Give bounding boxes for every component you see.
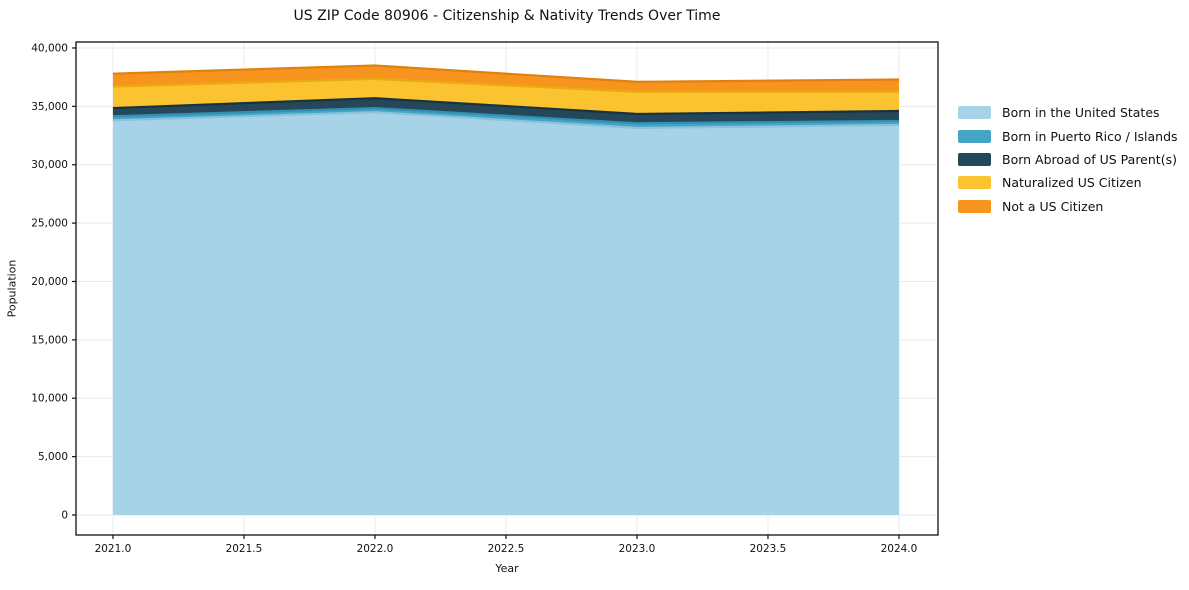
svg-text:10,000: 10,000	[31, 393, 68, 405]
legend-swatch-icon	[958, 129, 991, 143]
legend-label: Not a US Citizen	[1002, 198, 1104, 214]
legend-swatch-icon	[958, 199, 991, 213]
svg-text:2024.0: 2024.0	[881, 543, 918, 555]
svg-text:2023.0: 2023.0	[619, 543, 656, 555]
x-axis-label: Year	[495, 562, 519, 575]
legend-swatch-icon	[958, 152, 991, 166]
svg-text:25,000: 25,000	[31, 218, 68, 230]
svg-text:2022.0: 2022.0	[357, 543, 394, 555]
svg-text:2022.5: 2022.5	[488, 543, 525, 555]
svg-text:40,000: 40,000	[31, 42, 68, 54]
legend-swatch-icon	[958, 106, 991, 120]
svg-text:20,000: 20,000	[31, 276, 68, 288]
legend-item: Born Abroad of US Parent(s)	[958, 148, 1178, 171]
svg-text:2023.5: 2023.5	[750, 543, 787, 555]
svg-text:0: 0	[61, 509, 68, 521]
svg-text:2021.5: 2021.5	[226, 543, 263, 555]
legend-item: Naturalized US Citizen	[958, 171, 1178, 194]
svg-text:35,000: 35,000	[31, 101, 68, 113]
legend-label: Born Abroad of US Parent(s)	[1002, 151, 1177, 167]
y-axis-label: Population	[5, 259, 19, 318]
svg-text:5,000: 5,000	[38, 451, 68, 463]
chart-title: US ZIP Code 80906 - Citizenship & Nativi…	[293, 8, 721, 24]
legend-label: Born in the United States	[1002, 105, 1160, 121]
legend-label: Naturalized US Citizen	[1002, 175, 1142, 191]
chart-canvas: 0 5,000 10,000 15,000 20,000 25,000 30,000 35,0…	[31, 41, 939, 555]
legend-label: Born in Puerto Rico / Islands	[1002, 128, 1178, 144]
legend-swatch-icon	[958, 176, 991, 190]
legend: Born in the United States Born in Puerto…	[958, 101, 1178, 218]
svg-text:30,000: 30,000	[31, 159, 68, 171]
svg-text:2021.0: 2021.0	[95, 543, 132, 555]
legend-item: Not a US Citizen	[958, 195, 1178, 218]
legend-item: Born in Puerto Rico / Islands	[958, 124, 1178, 147]
svg-text:15,000: 15,000	[31, 334, 68, 346]
legend-item: Born in the United States	[958, 101, 1178, 124]
